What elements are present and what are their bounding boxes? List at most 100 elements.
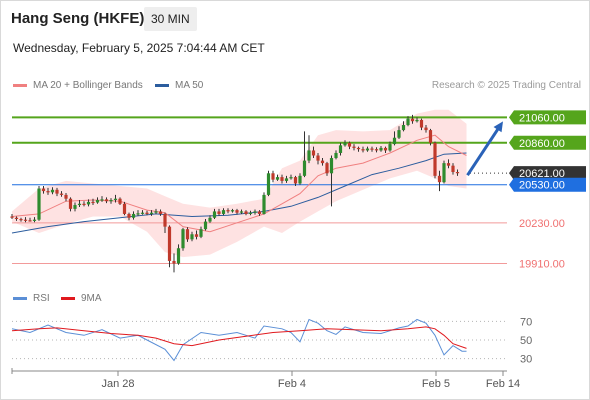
candle-body [181, 229, 185, 249]
candle-body [325, 163, 329, 174]
candle-body [55, 189, 59, 194]
candle-body [370, 148, 374, 150]
legend-ma50-label: MA 50 [175, 80, 204, 91]
level-label-20621.00: 20621.00 [519, 168, 565, 180]
candle-body [239, 211, 244, 213]
candle-body [419, 119, 424, 128]
timestamp: Wednesday, February 5, 2025 7:04:44 AM C… [13, 41, 265, 55]
rsi-tick-label: 30 [520, 354, 532, 366]
rsi-tick-label: 70 [520, 316, 532, 328]
candle-body [433, 142, 437, 176]
candle-body [109, 199, 113, 202]
candle-body [437, 175, 442, 183]
candle-body [275, 177, 280, 180]
candle-body [343, 142, 347, 146]
candle-body [163, 213, 167, 227]
candle-body [271, 173, 275, 180]
candle-body [113, 198, 118, 200]
legend-ma20-label: MA 20 + Bollinger Bands [33, 80, 143, 91]
candle-body [455, 172, 460, 174]
candle-body [217, 211, 221, 214]
legend-ma20: MA 20 + Bollinger Bands [13, 80, 143, 91]
candle-body [311, 150, 316, 156]
candle-body [86, 201, 91, 205]
candle-body [284, 178, 289, 181]
candle-body [10, 216, 14, 218]
candle-body [361, 149, 365, 151]
candle-body [397, 130, 401, 138]
candle-body [415, 119, 419, 122]
instrument-title: Hang Seng (HKFE) [11, 10, 145, 27]
9ma-line [11, 326, 467, 349]
copyright-text: Research © 2025 Trading Central [431, 80, 581, 91]
candle-body [338, 145, 343, 153]
candle-body [68, 198, 73, 209]
level-label-bg [509, 110, 586, 125]
candle-body [91, 201, 95, 204]
candle-body [203, 221, 208, 230]
candle-body [451, 165, 455, 173]
x-tick-label: Feb 5 [422, 378, 450, 390]
legend-ma50: MA 50 [155, 80, 203, 91]
candle-body [347, 142, 352, 147]
candle-body [118, 198, 122, 204]
candle-body [140, 212, 145, 214]
candle-body [316, 155, 320, 161]
candle-body [50, 189, 55, 193]
candle-body [64, 194, 68, 199]
candle-body [176, 248, 181, 264]
candle-body [253, 211, 257, 213]
price-levels [12, 116, 507, 264]
candle-body [59, 193, 64, 195]
x-tick-label: Feb 4 [278, 378, 306, 390]
candle-body [145, 212, 149, 214]
candle-body [230, 210, 235, 212]
candle-body [329, 158, 334, 174]
candle-body [257, 211, 262, 214]
candle-body [365, 148, 370, 151]
candle-body [212, 211, 217, 218]
candle-body [352, 146, 356, 148]
candle-body [289, 177, 293, 179]
candle-body [136, 213, 140, 215]
candle-body [37, 188, 41, 220]
legend-rsi: RSI [13, 293, 50, 304]
candle-body [379, 147, 383, 151]
candle-body [410, 118, 415, 122]
candle-body [100, 199, 104, 201]
candle-body [172, 260, 176, 264]
candle-body [302, 160, 307, 176]
candle-body [442, 163, 446, 183]
rsi-line [11, 318, 467, 362]
candle-body [334, 152, 338, 159]
candle-body [167, 226, 172, 261]
candle-body [320, 160, 325, 164]
candle-body [28, 220, 32, 222]
candle-body [244, 211, 248, 214]
level-label-bg [509, 135, 586, 150]
level-label-19910.00: 19910.00 [519, 258, 565, 270]
candles [10, 114, 460, 273]
candle-body [356, 147, 361, 150]
timeframe-button[interactable]: 30 MIN [144, 7, 197, 31]
ma20-swatch [13, 84, 27, 87]
x-tick-label: Jan 28 [101, 378, 134, 390]
candle-body [122, 203, 127, 214]
candle-body [41, 188, 46, 192]
forecast-arrow-head [493, 121, 503, 133]
candle-body [392, 137, 397, 145]
rsi-tick-label: 50 [520, 335, 532, 347]
rsi-panel: 30 50 70 [11, 316, 532, 366]
candle-body [428, 130, 433, 143]
candle-body [401, 125, 406, 131]
candle-body [104, 199, 109, 202]
candle-body [208, 217, 212, 222]
candle-body [248, 212, 253, 214]
level-label-20530.00: 20530.00 [519, 180, 565, 192]
candle-body [77, 203, 82, 206]
candle-body [293, 177, 298, 184]
level-label-20230.00: 20230.00 [519, 218, 565, 230]
candle-body [185, 229, 190, 240]
legend-9ma-label: 9MA [81, 293, 102, 304]
